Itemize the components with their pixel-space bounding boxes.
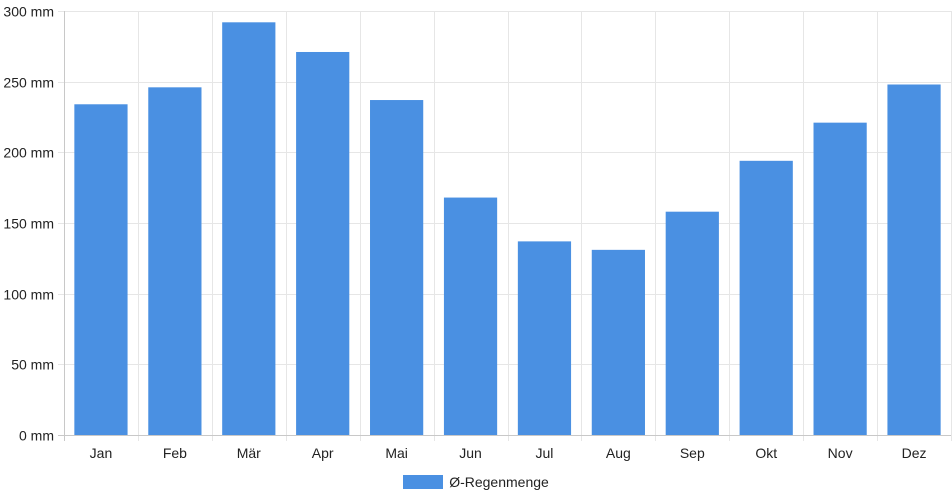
axes: 0 mm 50 mm 100 mm 150 mm 200 mm 250 mm 300 mm J… bbox=[3, 4, 951, 461]
bar-mär[interactable] bbox=[222, 22, 276, 435]
x-tick-label: Aug bbox=[606, 445, 631, 461]
y-tick-label: 100 mm bbox=[3, 287, 54, 303]
x-tick-label: Mär bbox=[237, 445, 261, 461]
grid-lines bbox=[58, 11, 952, 441]
bar-mai[interactable] bbox=[370, 100, 424, 435]
x-tick-label: Apr bbox=[312, 445, 334, 461]
bar-nov[interactable] bbox=[813, 122, 867, 436]
x-tick-label: Okt bbox=[755, 445, 777, 461]
x-tick-label: Jan bbox=[90, 445, 113, 461]
y-tick-label: 200 mm bbox=[3, 145, 54, 161]
y-tick-label: 250 mm bbox=[3, 75, 54, 91]
x-tick-label: Dez bbox=[902, 445, 927, 461]
y-tick-label: 150 mm bbox=[3, 216, 54, 232]
bar-jul[interactable] bbox=[517, 241, 572, 435]
x-tick-label: Feb bbox=[163, 445, 187, 461]
bar-jan[interactable] bbox=[74, 104, 128, 435]
bars bbox=[74, 22, 941, 436]
bar-apr[interactable] bbox=[296, 51, 350, 436]
x-tick-label: Nov bbox=[828, 445, 853, 461]
x-tick-label: Jul bbox=[536, 445, 554, 461]
x-tick-label: Mai bbox=[385, 445, 408, 461]
y-tick-label: 0 mm bbox=[19, 428, 54, 444]
legend[interactable]: Ø-Regenmenge bbox=[0, 472, 952, 492]
y-tick-label: 50 mm bbox=[11, 357, 54, 373]
x-tick-label: Sep bbox=[680, 445, 705, 461]
bar-chart: 0 mm 50 mm 100 mm 150 mm 200 mm 250 mm 300 mm J… bbox=[3, 4, 952, 461]
bar-sep[interactable] bbox=[665, 211, 719, 435]
x-tick-label: Jun bbox=[459, 445, 482, 461]
bar-jun[interactable] bbox=[443, 197, 498, 435]
y-tick-label: 300 mm bbox=[3, 4, 54, 20]
bar-feb[interactable] bbox=[148, 87, 202, 435]
legend-label: Ø-Regenmenge bbox=[449, 474, 549, 490]
bar-aug[interactable] bbox=[591, 249, 645, 435]
legend-swatch bbox=[403, 475, 444, 489]
bar-dez[interactable] bbox=[887, 84, 941, 435]
bar-okt[interactable] bbox=[739, 160, 793, 435]
